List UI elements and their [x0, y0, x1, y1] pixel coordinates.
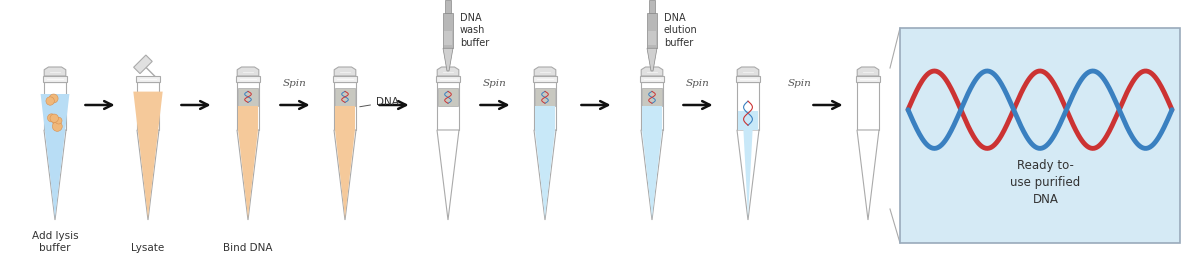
Bar	[535, 88, 554, 106]
Bar	[857, 82, 878, 130]
Polygon shape	[642, 130, 662, 218]
Bar	[534, 82, 556, 130]
Bar	[334, 82, 356, 130]
Polygon shape	[238, 67, 259, 76]
Text: Bind DNA: Bind DNA	[223, 243, 272, 253]
Text: Spin: Spin	[686, 79, 710, 87]
Bar	[238, 106, 258, 130]
Polygon shape	[443, 48, 454, 71]
Polygon shape	[534, 67, 556, 76]
Polygon shape	[743, 111, 754, 218]
Text: Spin: Spin	[788, 79, 812, 87]
Bar	[738, 111, 758, 130]
Text: Ready to-
use purified
DNA: Ready to- use purified DNA	[1010, 159, 1081, 206]
Bar	[444, 31, 452, 45]
Bar	[535, 106, 554, 130]
Polygon shape	[437, 67, 458, 76]
Bar	[335, 106, 355, 130]
Bar	[856, 76, 880, 82]
Bar	[641, 82, 662, 130]
Circle shape	[53, 119, 59, 126]
Bar	[334, 76, 358, 82]
Bar	[236, 76, 260, 82]
Polygon shape	[44, 67, 66, 76]
Circle shape	[53, 121, 62, 131]
Bar	[648, 31, 656, 45]
Bar	[737, 82, 760, 130]
Circle shape	[50, 114, 59, 122]
Polygon shape	[647, 48, 658, 71]
Bar	[640, 76, 664, 82]
Text: DNA
elution
buffer: DNA elution buffer	[664, 13, 697, 48]
Polygon shape	[334, 67, 356, 76]
Bar	[736, 76, 760, 82]
Polygon shape	[133, 55, 152, 74]
Bar	[44, 82, 66, 130]
Polygon shape	[857, 67, 878, 76]
Bar	[137, 82, 158, 130]
Polygon shape	[335, 130, 355, 218]
Polygon shape	[534, 130, 556, 220]
Polygon shape	[41, 94, 70, 218]
Bar	[445, 0, 451, 13]
Bar	[642, 88, 662, 106]
Bar	[649, 0, 655, 13]
Text: DNA: DNA	[360, 97, 398, 107]
Polygon shape	[857, 130, 878, 220]
Bar	[138, 92, 158, 130]
Bar	[238, 82, 259, 130]
Text: Lysate: Lysate	[131, 243, 164, 253]
Polygon shape	[238, 130, 258, 218]
Bar	[437, 82, 458, 130]
Text: Add lysis
buffer: Add lysis buffer	[31, 230, 78, 253]
Bar	[436, 76, 460, 82]
Polygon shape	[737, 67, 758, 76]
Text: DNA
wash
buffer: DNA wash buffer	[460, 13, 490, 48]
Text: Spin: Spin	[484, 79, 506, 87]
Circle shape	[49, 94, 58, 103]
Bar	[335, 88, 355, 106]
Bar	[136, 76, 160, 82]
Circle shape	[48, 114, 55, 122]
Text: Spin: Spin	[283, 79, 307, 87]
Polygon shape	[437, 130, 458, 220]
Bar	[238, 88, 258, 106]
Polygon shape	[137, 130, 158, 220]
Bar	[533, 76, 557, 82]
Polygon shape	[737, 130, 760, 220]
Polygon shape	[44, 130, 66, 220]
Bar	[43, 76, 67, 82]
Circle shape	[46, 97, 54, 105]
Polygon shape	[334, 130, 356, 220]
Bar	[443, 13, 454, 48]
Bar	[438, 88, 458, 106]
FancyBboxPatch shape	[900, 28, 1180, 243]
Polygon shape	[641, 67, 662, 76]
Polygon shape	[133, 92, 163, 218]
Bar	[46, 94, 65, 130]
Circle shape	[55, 117, 62, 124]
Bar	[642, 106, 662, 130]
Polygon shape	[641, 130, 662, 220]
Polygon shape	[238, 130, 259, 220]
Polygon shape	[535, 130, 554, 218]
Bar	[647, 13, 658, 48]
